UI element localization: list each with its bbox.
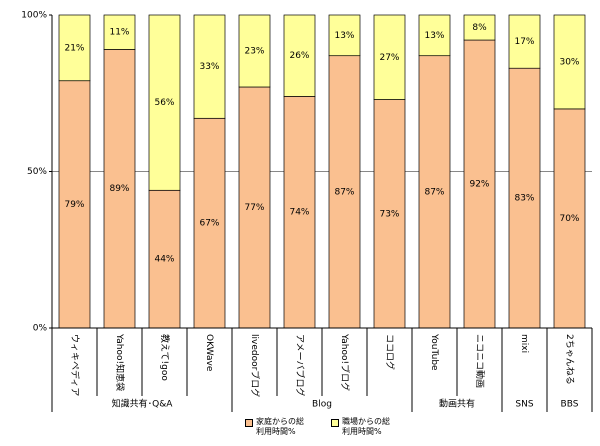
data-label: 33% <box>199 62 219 72</box>
data-label: 23% <box>244 46 264 56</box>
legend-label: 職場からの総利用時間% <box>342 417 390 436</box>
data-label: 87% <box>334 187 354 197</box>
legend-swatch <box>245 419 253 427</box>
data-label: 87% <box>424 187 444 197</box>
data-label: 77% <box>244 203 264 213</box>
bar-segment <box>418 55 451 329</box>
data-label: 79% <box>64 200 84 210</box>
bar-segment <box>373 99 406 329</box>
y-tick-label: 0% <box>33 324 48 334</box>
data-label: 92% <box>469 180 489 190</box>
data-label: 44% <box>154 255 174 265</box>
y-tick-label: 100% <box>21 11 47 21</box>
bar-segment <box>103 14 136 50</box>
bar-segment <box>238 86 271 329</box>
bar-segment <box>148 189 181 329</box>
data-label: 56% <box>154 98 174 108</box>
data-label: 8% <box>472 23 487 33</box>
x-tick-label: Yahoo!知恵袋 <box>114 333 126 391</box>
x-tick-label: ニコニコ動画 <box>474 334 485 388</box>
group-label: 動画共有 <box>439 398 475 410</box>
data-label: 30% <box>559 57 579 67</box>
bar-segment <box>238 14 271 88</box>
data-label: 21% <box>64 43 84 53</box>
data-label: 17% <box>514 37 534 47</box>
x-tick-label: 教えて!goo <box>159 334 171 381</box>
group-label: BBS <box>561 400 579 410</box>
legend-item: 職場からの総利用時間% <box>331 417 391 437</box>
bar-segment <box>58 14 91 82</box>
bar-segment <box>463 14 496 41</box>
x-tick-label: 2ちゃんねる <box>564 334 575 385</box>
data-label: 13% <box>334 31 354 41</box>
x-tick-label: livedoorブログ <box>249 334 261 397</box>
bar-segment <box>103 49 136 329</box>
data-label: 26% <box>289 51 309 61</box>
x-tick-label: YouTube <box>429 333 439 371</box>
bar-segment <box>193 117 226 329</box>
bar-segment <box>373 14 406 100</box>
data-label: 74% <box>289 208 309 218</box>
x-tick-label: OKWave <box>204 334 214 372</box>
x-tick-label: ココログ <box>384 334 396 370</box>
data-label: 70% <box>559 214 579 224</box>
bar-segment <box>58 80 91 329</box>
data-label: 13% <box>424 31 444 41</box>
bar-segment <box>193 14 226 119</box>
bar-segment <box>508 14 541 69</box>
bar-segment <box>283 14 316 97</box>
y-tick-label: 50% <box>27 167 47 177</box>
bar-segment <box>328 14 361 57</box>
x-tick-label: Yahoo!ブログ <box>339 333 351 391</box>
group-label: Blog <box>312 400 332 410</box>
legend-swatch <box>331 419 339 427</box>
data-label: 27% <box>379 53 399 63</box>
bar-segment <box>283 96 316 329</box>
group-label: SNS <box>515 400 533 410</box>
bar-segment <box>418 14 451 57</box>
legend-label: 家庭からの総利用時間% <box>256 417 304 436</box>
group-label: 知識共有･Q&A <box>112 398 174 410</box>
bar-segment <box>463 39 496 329</box>
data-label: 73% <box>379 209 399 219</box>
data-label: 83% <box>514 194 534 204</box>
bar-segment <box>553 14 586 110</box>
legend-item: 家庭からの総利用時間% <box>245 417 305 437</box>
x-tick-label: mixi <box>519 334 529 353</box>
data-label: 89% <box>109 184 129 194</box>
data-label: 11% <box>109 28 129 38</box>
bar-segment <box>148 14 181 191</box>
x-tick-label: ウィキペディア <box>69 334 81 396</box>
data-label: 67% <box>199 219 219 229</box>
x-tick-label: アメーバブログ <box>294 334 306 396</box>
